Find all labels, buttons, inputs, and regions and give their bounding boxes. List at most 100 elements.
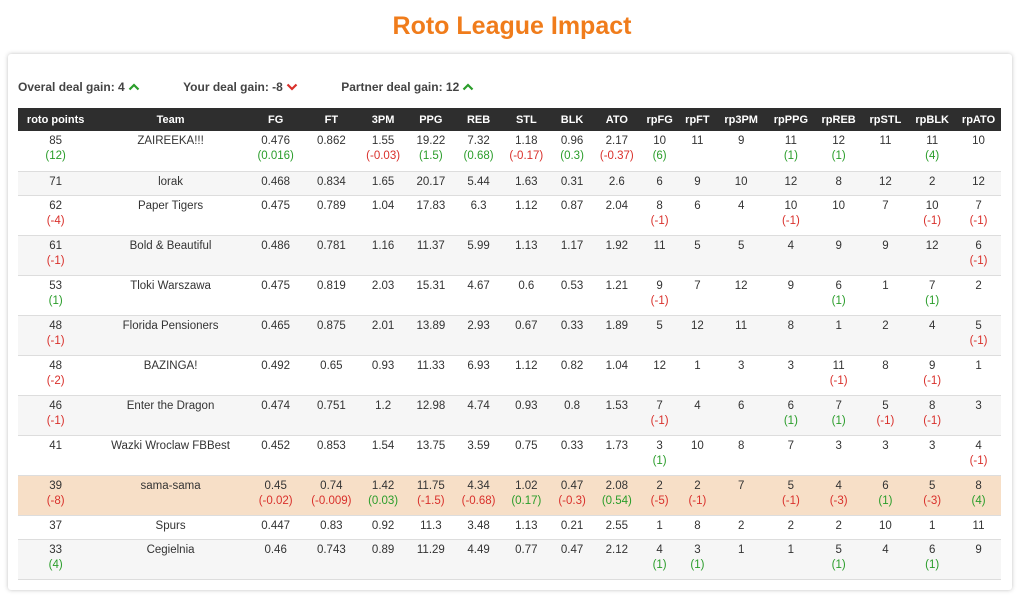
table-cell: 6 (1) <box>862 475 909 516</box>
column-header[interactable]: Team <box>93 108 248 131</box>
cell-value: 9 <box>787 279 795 292</box>
table-cell: Enter the Dragon <box>93 395 248 436</box>
column-header[interactable]: rpFT <box>679 108 716 131</box>
table-cell: 9 <box>814 235 863 276</box>
table-cell: 7.32 (0.68) <box>454 131 503 172</box>
cell-value: 2 <box>787 519 795 532</box>
cell-delta: (-1) <box>781 494 800 507</box>
column-header[interactable]: STL <box>502 108 551 131</box>
column-header[interactable]: rpATO <box>956 108 1001 131</box>
cell-value: 2.01 <box>371 319 395 332</box>
cell-value: 8 <box>694 519 701 532</box>
table-cell: 8 <box>862 355 909 396</box>
table-cell: 2 <box>767 515 815 540</box>
cell-value: 48 <box>49 359 63 372</box>
cell-value: Bold & Beautiful <box>129 239 212 252</box>
cell-value: Cegielnia <box>146 543 195 556</box>
table-cell: 5 (-1) <box>956 315 1001 356</box>
cell-value: 1 <box>928 519 936 532</box>
cell-delta: (-4) <box>46 214 65 227</box>
table-cell: 8 <box>767 315 815 356</box>
partner-deal-gain: Partner deal gain: 12 <box>341 80 474 94</box>
cell-value: 0.74 <box>320 479 343 492</box>
cell-value: 4 <box>882 543 889 556</box>
column-header[interactable]: rpBLK <box>908 108 957 131</box>
table-cell: 1.54 <box>359 435 407 476</box>
cell-delta: (6) <box>652 150 667 162</box>
column-header[interactable]: PPG <box>407 108 455 131</box>
column-header[interactable]: rpREB <box>814 108 863 131</box>
table-row: 53 (1) Tloki Warszawa 0.475 0.819 2.03 15.31 4.… <box>18 275 1001 316</box>
column-header[interactable]: FG <box>247 108 304 131</box>
chevron-down-icon <box>286 83 298 91</box>
table-cell: 48 (-1) <box>18 315 94 356</box>
cell-value: 85 <box>49 135 63 147</box>
cell-value: 39 <box>49 479 63 492</box>
table-cell: 0.77 <box>502 539 551 580</box>
table-cell: 0.87 <box>550 195 594 236</box>
cell-delta: (-1) <box>650 414 669 427</box>
column-header[interactable]: BLK <box>550 108 594 131</box>
table-cell: 1.21 <box>593 275 640 316</box>
cell-value: 1.42 <box>371 479 395 492</box>
table-cell: 0.476 (0.016) <box>247 131 304 172</box>
cell-value: 0.743 <box>316 543 346 556</box>
column-header[interactable]: FT <box>303 108 360 131</box>
cell-value: 3 <box>656 439 663 452</box>
table-cell: 1.73 <box>593 435 640 476</box>
table-cell: 1 <box>679 355 716 396</box>
column-header[interactable]: 3PM <box>359 108 407 131</box>
table-cell: 37 <box>18 515 94 540</box>
cell-value: 6 <box>835 279 842 292</box>
table-cell: 1 <box>908 515 957 540</box>
cell-value: 10 <box>734 175 748 188</box>
table-cell: 1.55 (-0.03) <box>359 131 407 172</box>
cell-value: 2.04 <box>605 199 629 212</box>
table-cell: 9 <box>679 171 716 196</box>
cell-value: 5.44 <box>467 175 490 188</box>
cell-delta: (-1) <box>650 214 669 227</box>
table-cell: 2.04 <box>593 195 640 236</box>
table-cell: Tloki Warszawa <box>93 275 248 316</box>
column-header[interactable]: rp3PM <box>715 108 767 131</box>
cell-value: 9 <box>882 239 889 252</box>
cell-value: 1.54 <box>371 439 395 452</box>
table-cell: 9 <box>956 539 1001 580</box>
cell-value: 0.789 <box>316 199 346 212</box>
column-header[interactable]: roto points <box>18 108 94 131</box>
table-cell: 10 <box>956 131 1001 172</box>
column-header[interactable]: rpSTL <box>862 108 909 131</box>
cell-value: 2 <box>737 519 745 532</box>
cell-value: 11.75 <box>416 479 445 492</box>
table-cell: 0.47 <box>550 539 594 580</box>
cell-delta: (4) <box>48 558 63 571</box>
cell-value: 1.02 <box>515 479 538 492</box>
table-cell: 0.82 <box>550 355 594 396</box>
cell-value: 8 <box>835 175 842 188</box>
cell-value: 0.93 <box>371 359 395 372</box>
column-header[interactable]: rpFG <box>639 108 680 131</box>
table-cell: 10 <box>814 195 863 236</box>
table-cell: 11 <box>862 131 909 172</box>
cell-delta: (-0.02) <box>258 494 293 507</box>
column-header[interactable]: REB <box>454 108 503 131</box>
cell-delta: (-1) <box>923 374 942 387</box>
table-cell: 2.17 (-0.37) <box>593 131 640 172</box>
column-header[interactable]: rpPPG <box>767 108 815 131</box>
table-cell: 6 <box>715 395 767 436</box>
cell-value: 17.83 <box>416 199 446 212</box>
cell-value: 0.6 <box>518 279 535 292</box>
cell-delta: (1.5) <box>419 150 443 162</box>
cell-value: 12 <box>832 135 846 147</box>
cell-value: 2.17 <box>605 135 629 147</box>
cell-value: 6.3 <box>470 199 487 212</box>
table-cell: 0.93 <box>359 355 407 396</box>
chevron-up-icon <box>128 83 139 91</box>
cell-value: 0.89 <box>371 543 395 556</box>
table-cell: 12 <box>639 355 680 396</box>
cell-value: 1.73 <box>605 439 629 452</box>
cell-value: 1.18 <box>515 135 538 147</box>
table-cell: 12 <box>767 171 815 196</box>
column-header[interactable]: ATO <box>593 108 640 131</box>
cell-value: 37 <box>49 519 63 532</box>
